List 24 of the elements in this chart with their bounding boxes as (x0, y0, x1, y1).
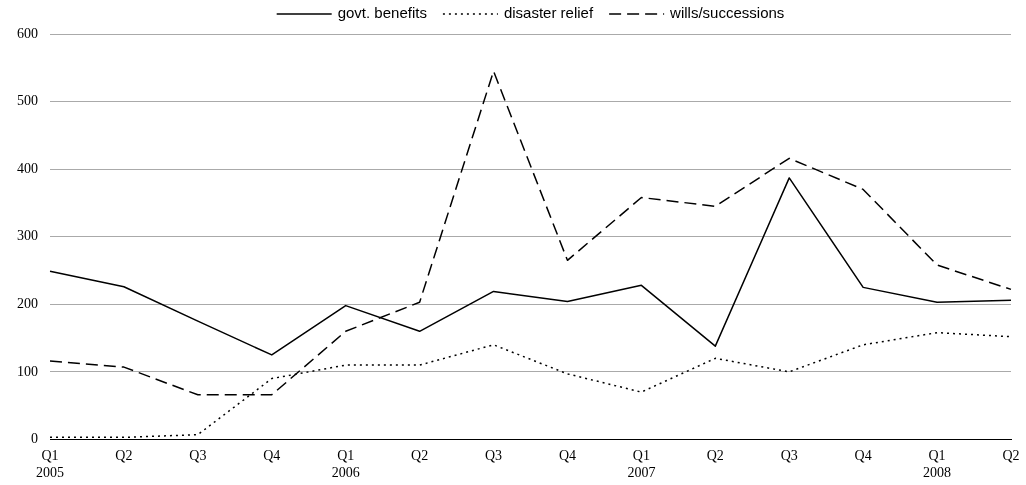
y-tick-label: 500 (17, 93, 38, 109)
x-tick-label: Q1 2008 (923, 448, 952, 481)
x-tick-label: Q1 2005 (36, 448, 64, 481)
x-tick-label: Q2 (706, 448, 724, 464)
x-tick-label: Q3 (780, 448, 798, 464)
y-tick-label: 200 (17, 295, 38, 311)
legend-label: govt. benefits (337, 4, 427, 22)
y-tick-label: 300 (17, 228, 38, 244)
x-tick-label: Q3 (484, 448, 503, 464)
x-tick-label: Q2 (1002, 448, 1020, 464)
x-tick-label: Q4 (854, 448, 872, 464)
x-tick-label: Q2 (411, 448, 429, 464)
legend-label: disaster relief (503, 4, 594, 22)
x-tick-label: Q3 (189, 448, 207, 464)
y-tick-label: 100 (17, 363, 38, 379)
y-tick-label: 600 (17, 25, 38, 41)
legend-label: wills/successions (669, 4, 785, 22)
x-tick-label: Q2 (115, 448, 133, 464)
y-tick-label: 400 (17, 160, 38, 176)
x-tick-label: Q4 (558, 448, 577, 464)
x-tick-label: Q4 (263, 448, 281, 464)
x-tick-label: Q1 2007 (627, 448, 656, 481)
x-tick-label: Q1 2006 (331, 448, 360, 481)
y-tick-label: 0 (31, 431, 38, 447)
